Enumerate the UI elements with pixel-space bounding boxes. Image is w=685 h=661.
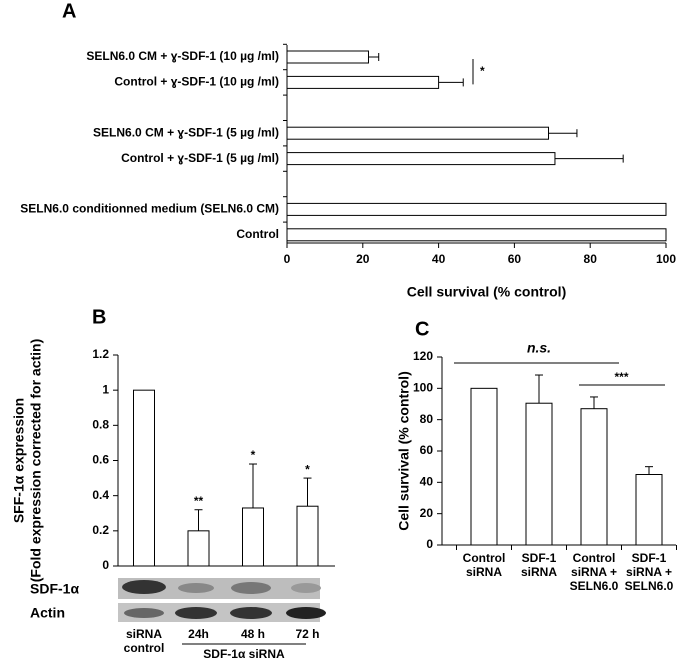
blot-band <box>118 578 320 599</box>
x-tick-label: 40 <box>432 252 446 266</box>
bar <box>286 202 667 216</box>
y-tick-label: 1.2 <box>92 347 109 361</box>
y-tick-label: 0.2 <box>92 523 109 537</box>
y-tick-label: 0 <box>426 537 433 551</box>
annotation: n.s. <box>527 340 551 356</box>
y-tick-label: SELN6.0 conditionned medium (SELN6.0 CM) <box>20 202 279 216</box>
x-tick-label: 80 <box>584 252 598 266</box>
x-tick-label: siRNA control <box>123 627 165 655</box>
blot-signal <box>122 580 166 594</box>
y-tick-label: 0.8 <box>92 418 109 432</box>
y-tick-label: 1 <box>102 382 109 396</box>
y-tick-label: 60 <box>420 443 434 457</box>
x-tick-label: Control siRNA + SELN6.0 <box>569 551 619 593</box>
blot-signal <box>286 607 326 619</box>
significance: ** <box>194 494 204 508</box>
bar <box>286 152 556 166</box>
bar <box>286 126 550 140</box>
x-tick-label: Control siRNA <box>462 551 506 579</box>
blot-signal <box>230 607 272 619</box>
significance: * <box>305 462 310 476</box>
blot-signal <box>124 608 164 618</box>
annotation: *** <box>614 370 628 384</box>
y-tick-label: SELN6.0 CM + ɣ-SDF-1 (5 µg /ml) <box>93 125 279 139</box>
y-tick-label: Control + ɣ-SDF-1 (10 µg /ml) <box>114 75 279 89</box>
blot-label: Actin <box>30 605 65 621</box>
x-axis-title: Cell survival (% control) <box>407 284 566 300</box>
y-axis-title: (Fold expression corrected for actin) <box>28 339 44 583</box>
y-tick-label: 80 <box>420 412 434 426</box>
x-tick-label: 100 <box>656 252 676 266</box>
y-tick-label: 0.4 <box>92 488 109 502</box>
x-tick-label: 24h <box>188 627 209 641</box>
annotation: * <box>480 64 485 78</box>
blot-signal <box>178 583 214 593</box>
bar <box>296 505 319 567</box>
y-tick-label: 20 <box>420 506 434 520</box>
y-tick-label: SELN6.0 CM + ɣ-SDF-1 (10 µg /ml) <box>86 49 279 63</box>
bar <box>635 474 663 546</box>
bar <box>187 530 210 567</box>
y-tick-label: 0.6 <box>92 453 109 467</box>
x-tick-label: 0 <box>284 252 291 266</box>
y-axis-title: Cell survival (% control) <box>396 371 412 530</box>
x-tick-label: 72 h <box>295 627 320 641</box>
bar <box>242 507 264 567</box>
y-tick-label: 120 <box>413 349 433 363</box>
y-axis-title: SFF-1α expression <box>11 398 27 523</box>
panel-label: C <box>415 318 429 340</box>
blot-signal <box>291 583 321 593</box>
blot-signal <box>175 607 217 619</box>
x-tick-label: SDF-1 siRNA + SELN6.0 <box>624 551 674 593</box>
blot-band <box>118 603 320 622</box>
group-label: SDF-1α siRNA <box>203 647 285 661</box>
blot-label: SDF-1α <box>30 581 79 597</box>
bar <box>525 402 553 546</box>
bar <box>286 228 667 242</box>
bar <box>133 389 155 567</box>
x-tick-label: SDF-1 siRNA <box>520 551 557 579</box>
x-tick-label: 48 h <box>240 627 265 641</box>
bar <box>580 408 608 546</box>
y-tick-label: 0 <box>102 558 109 572</box>
bar <box>286 75 440 89</box>
bar <box>286 50 369 64</box>
blot-signal <box>231 582 271 594</box>
panel-label: A <box>62 0 76 22</box>
panel-label: B <box>92 306 106 328</box>
x-tick-label: 20 <box>356 252 370 266</box>
significance: * <box>251 448 256 462</box>
y-tick-label: Control <box>236 227 279 241</box>
y-tick-label: 40 <box>420 475 434 489</box>
y-tick-label: 100 <box>413 381 433 395</box>
y-tick-label: Control + ɣ-SDF-1 (5 µg /ml) <box>121 151 279 165</box>
bar <box>470 387 498 546</box>
x-tick-label: 60 <box>508 252 522 266</box>
